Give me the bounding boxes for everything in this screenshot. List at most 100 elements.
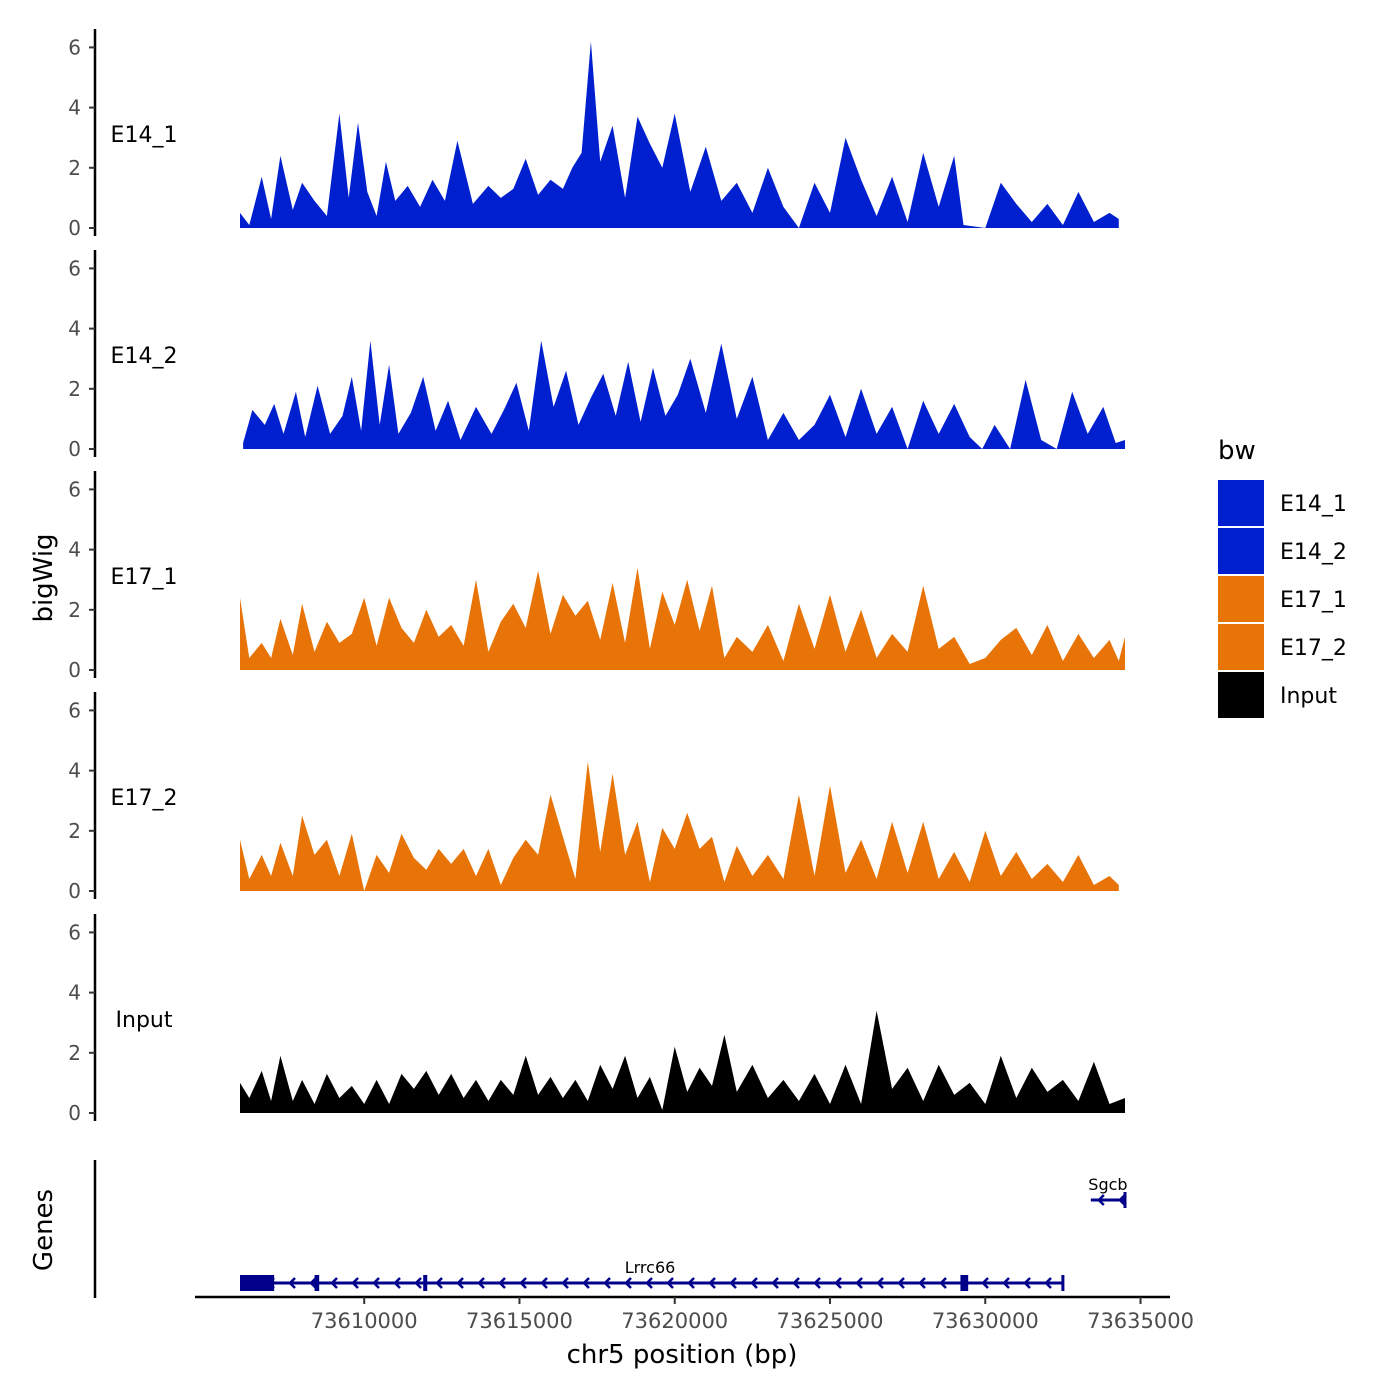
track-label: E14_1 [111,123,178,148]
strand-arrow [1002,1277,1010,1289]
strand-arrow [1044,1277,1052,1289]
track-panel-e14-1: 0 2 4 6 E14_1 [68,29,1119,240]
area-e14-2 [243,340,1126,449]
x-tick-label: 73635000 [1087,1309,1194,1333]
strand-arrow [603,1277,611,1289]
genes-track: Lrrc66 Sgcb [93,1160,1128,1298]
strand-arrow [414,1277,422,1289]
strand-arrow [477,1277,485,1289]
track-panel-e17-1: 0 2 4 6 E17_1 [68,471,1125,682]
y-tick-label: 4 [68,759,81,783]
strand-arrow [540,1277,548,1289]
strand-arrow [1023,1277,1031,1289]
y-tick-label: 6 [68,477,81,501]
strand-arrow [939,1277,947,1289]
strand-arrow [687,1277,695,1289]
gene-lrrc66: Lrrc66 [240,1258,1065,1291]
strand-arrow [666,1277,674,1289]
legend-label: E17_2 [1280,636,1347,661]
y-tick-label: 2 [68,819,81,843]
strand-arrow [309,1277,317,1289]
strand-arrow [288,1277,296,1289]
strand-arrow [729,1277,737,1289]
y-tick-label: 4 [68,981,81,1005]
legend-swatch [1218,480,1264,526]
track-panels: 0 2 4 6 E14_1 0 2 4 6 E14_2 0 2 4 6 E17_1 0 2 4 6 E17_2 0 2 4 6… [68,29,1126,1125]
exon [423,1275,428,1291]
track-panel-input: 0 2 4 6 Input [68,914,1125,1125]
area-e14-1 [240,41,1119,229]
y-tick-label: 4 [68,317,81,341]
x-tick-label: 73610000 [311,1309,418,1333]
track-label: E17_1 [111,565,178,590]
y-tick-label: 2 [68,598,81,622]
strand-arrow [519,1277,527,1289]
strand-arrow [813,1277,821,1289]
strand-arrow [855,1277,863,1289]
strand-arrow [1097,1194,1105,1206]
y-tick-label: 6 [68,698,81,722]
gene-label: Sgcb [1088,1175,1127,1194]
y-tick-label: 6 [68,920,81,944]
y-axis-title: bigWig [29,533,59,622]
strand-arrow [498,1277,506,1289]
y-tick-label: 4 [68,538,81,562]
y-tick-label: 6 [68,256,81,280]
legend-label: E17_1 [1280,588,1347,613]
strand-arrow [708,1277,716,1289]
y-tick-label: 6 [68,35,81,59]
gene-label: Lrrc66 [625,1258,676,1277]
legend-swatch [1218,528,1264,574]
exon [314,1275,320,1291]
legend-title: bw [1218,436,1256,466]
track-panel-e14-2: 0 2 4 6 E14_2 [68,250,1126,461]
strand-arrow [876,1277,884,1289]
y-tick-label: 2 [68,377,81,401]
strand-arrow [330,1277,338,1289]
y-tick-label: 0 [68,216,81,240]
legend-swatch [1218,624,1264,670]
x-tick-label: 73615000 [466,1309,573,1333]
strand-arrow [1118,1194,1126,1206]
strand-arrow [897,1277,905,1289]
strand-arrow [393,1277,401,1289]
y-tick-label: 0 [68,437,81,461]
x-tick-label: 73620000 [621,1309,728,1333]
strand-arrow [561,1277,569,1289]
area-e17-1 [240,567,1125,670]
legend-label: Input [1280,684,1337,709]
strand-arrow [456,1277,464,1289]
legend: bw E14_1 E14_2 E17_1 E17_2 Input [1218,436,1347,718]
genes-track-title: Genes [29,1189,59,1271]
x-axis-title: chr5 position (bp) [567,1340,798,1370]
y-tick-label: 0 [68,658,81,682]
y-tick-label: 0 [68,879,81,903]
y-tick-label: 0 [68,1101,81,1125]
strand-arrow [582,1277,590,1289]
exon [960,1275,969,1291]
y-tick-label: 2 [68,1041,81,1065]
y-tick-label: 2 [68,156,81,180]
strand-arrow [351,1277,359,1289]
area-input [240,1010,1125,1113]
strand-arrow [750,1277,758,1289]
legend-label: E14_2 [1280,540,1347,565]
y-tick-label: 4 [68,96,81,120]
x-axis: 73610000 73615000 73620000 73625000 73630000… [195,1295,1194,1333]
gene-sgcb: Sgcb [1088,1175,1128,1208]
legend-swatch [1218,576,1264,622]
x-tick-label: 73625000 [777,1309,884,1333]
strand-arrow [771,1277,779,1289]
legend-label: E14_1 [1280,492,1347,517]
track-label: E14_2 [111,344,178,369]
x-tick-label: 73630000 [932,1309,1039,1333]
strand-arrow [792,1277,800,1289]
strand-arrow [645,1277,653,1289]
exon [240,1275,275,1291]
area-e17-2 [240,761,1119,891]
track-label: Input [116,1008,173,1033]
legend-swatch [1218,672,1264,718]
strand-arrow [981,1277,989,1289]
strand-arrow [372,1277,380,1289]
